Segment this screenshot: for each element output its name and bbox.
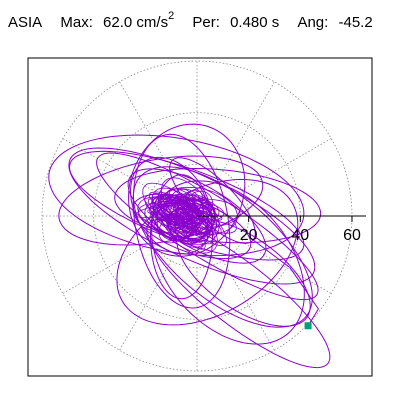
orbit-endpoint — [304, 322, 312, 330]
orbit-loop-11 — [128, 123, 246, 257]
orbit-loop-14 — [176, 218, 311, 327]
axis-tick-label-20: 20 — [240, 227, 258, 244]
max-value: 62.0 cm/s — [103, 14, 169, 31]
axis-tick-label-60: 60 — [343, 227, 361, 244]
orbit-loop-5 — [58, 155, 264, 246]
orbit-core-60 — [151, 192, 206, 250]
orbit-loop-2 — [96, 152, 319, 301]
radial-axis: 20 40 60 — [197, 215, 366, 244]
plot-title: ASIA Max: 62.0 cm/s2 Per: 0.480 s Ang: -… — [8, 10, 373, 31]
orbit-loop-10 — [116, 178, 299, 326]
orbit-trace — [48, 123, 331, 369]
grid-spoke-240 — [119, 260, 172, 351]
orbit-loop-1 — [69, 150, 305, 261]
orbit-loop-3 — [48, 134, 305, 257]
angle-label: Ang: — [297, 14, 329, 31]
orbit-loop-17 — [146, 218, 331, 369]
orbit-loop-6 — [114, 167, 322, 244]
max-exponent: 2 — [168, 10, 175, 22]
angle-value: -45.2 — [338, 14, 373, 31]
grid-spoke-300 — [222, 260, 275, 351]
orbit-core-66 — [175, 202, 194, 223]
orbit-core-69 — [156, 196, 190, 230]
orbit-core-62 — [162, 213, 210, 234]
plot-frame — [27, 57, 373, 377]
orbit-loop-15 — [130, 156, 213, 255]
axis-tick-label-40: 40 — [291, 227, 309, 244]
orbit-core-43 — [156, 198, 197, 240]
orbit-loop-0 — [68, 147, 316, 285]
orbit-tail — [248, 236, 319, 327]
orbit-core-68 — [160, 177, 217, 238]
orbit-loop-12 — [169, 157, 256, 244]
station-name: ASIA — [8, 14, 43, 31]
max-label: Max: — [60, 14, 93, 31]
orbit-core-59 — [168, 188, 227, 247]
period-value: 0.480 s — [230, 14, 280, 31]
orbit-loop-8 — [132, 133, 231, 309]
orbit-core-61 — [183, 198, 220, 221]
orbit-core-67 — [134, 199, 208, 219]
period-label: Per: — [192, 14, 220, 31]
orbit-loop-7 — [151, 180, 305, 345]
orbit-core-55 — [160, 193, 220, 246]
